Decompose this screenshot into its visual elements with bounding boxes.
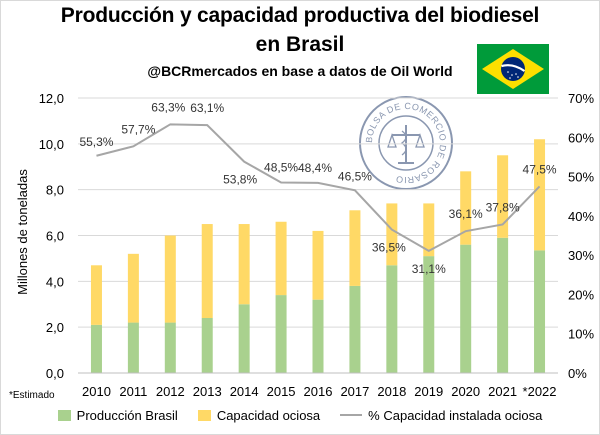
- footnote: *Estimado: [9, 390, 55, 401]
- pct-data-label: 36,5%: [372, 241, 406, 255]
- bar-idle-capacity: [164, 235, 176, 323]
- chart-title-line2: en Brasil: [255, 33, 345, 56]
- x-tick-label: 2015: [267, 384, 296, 399]
- bar-production: [90, 324, 102, 373]
- pct-data-label: 57,7%: [121, 122, 155, 136]
- bar-production: [238, 304, 250, 373]
- bar-production: [497, 237, 509, 373]
- bar-production: [423, 256, 435, 373]
- legend-item-production: Producción Brasil: [57, 407, 178, 423]
- legend-swatch-pct-line: [340, 414, 363, 416]
- y2-tick-label: 70%: [568, 91, 594, 106]
- bar-idle-capacity: [460, 171, 472, 245]
- y2-tick-label: 20%: [568, 287, 594, 302]
- x-tick-label: 2014: [230, 384, 259, 399]
- bar-production: [164, 322, 176, 373]
- pct-data-label: 47,5%: [523, 162, 557, 176]
- pct-data-label: 53,8%: [223, 173, 257, 187]
- y-tick-label: 6,0: [46, 229, 64, 244]
- pct-data-label: 31,1%: [412, 262, 446, 276]
- bar-production: [275, 295, 287, 373]
- y2-tick-label: 0%: [568, 366, 587, 381]
- x-tick-label: 2011: [119, 384, 147, 399]
- pct-data-label: 37,8%: [486, 201, 520, 215]
- legend-label-idle: Capacidad ociosa: [216, 407, 321, 423]
- bar-idle-capacity: [275, 221, 287, 296]
- x-tick-label: 2013: [193, 384, 222, 399]
- x-tick-label: 2021: [488, 384, 517, 399]
- bcr-seal-logo: BOLSA DE COMERCIO DE ROSARIO: [359, 96, 453, 190]
- y-tick-label: 4,0: [46, 274, 64, 289]
- x-tick-label: 2012: [156, 384, 185, 399]
- legend-label-pct: % Capacidad instalada ociosa: [368, 407, 543, 423]
- x-tick-label: 2010: [82, 384, 111, 399]
- chart-subtitle: @BCRmercados en base a datos de Oil Worl…: [147, 63, 453, 79]
- y-tick-label: 0,0: [46, 366, 64, 381]
- bar-idle-capacity: [497, 155, 509, 238]
- bar-production: [460, 244, 472, 373]
- y2-tick-label: 10%: [568, 327, 594, 342]
- pct-data-label: 48,5%: [264, 160, 298, 174]
- legend-swatch-production: [57, 409, 71, 421]
- bar-production: [534, 250, 546, 373]
- y2-tick-label: 50%: [568, 170, 594, 185]
- bar-production: [386, 265, 398, 373]
- y-tick-label: 10,0: [39, 137, 64, 152]
- legend-label-production: Producción Brasil: [76, 407, 178, 423]
- y-tick-label: 2,0: [46, 320, 64, 335]
- chart-legend: Producción Brasil Capacidad ociosa % Cap…: [0, 404, 600, 426]
- pct-data-label: 48,4%: [298, 161, 332, 175]
- pct-data-label: 55,3%: [79, 135, 113, 149]
- brazil-flag-icon: [477, 44, 549, 94]
- pct-data-label: 36,1%: [449, 207, 483, 221]
- bar-idle-capacity: [238, 224, 250, 305]
- pct-data-label: 63,1%: [190, 101, 224, 115]
- chart-title-line1: Producción y capacidad productiva del bi…: [60, 4, 540, 27]
- y-axis-label: Millones de toneladas: [15, 169, 30, 295]
- bar-idle-capacity: [127, 253, 139, 323]
- x-tick-label: 2020: [451, 384, 480, 399]
- x-tick-label: 2016: [304, 384, 333, 399]
- x-tick-label: 2018: [377, 384, 406, 399]
- bar-idle-capacity: [201, 224, 213, 318]
- bar-production: [312, 299, 324, 373]
- pct-data-label: 46,5%: [338, 169, 372, 183]
- y-tick-label: 12,0: [39, 91, 64, 106]
- bar-idle-capacity: [534, 139, 546, 251]
- y2-tick-label: 30%: [568, 248, 594, 263]
- bar-production: [349, 285, 361, 373]
- legend-item-pct: % Capacidad instalada ociosa: [340, 408, 542, 423]
- bar-production: [127, 322, 139, 373]
- x-tick-label: 2017: [340, 384, 369, 399]
- pct-idle-line: [96, 123, 541, 252]
- bar-idle-capacity: [386, 203, 398, 266]
- legend-swatch-idle: [197, 409, 211, 421]
- y2-tick-label: 40%: [568, 209, 594, 224]
- bar-production: [201, 318, 213, 373]
- bar-idle-capacity: [423, 203, 435, 257]
- bar-idle-capacity: [349, 210, 361, 286]
- pct-data-label: 63,3%: [151, 100, 185, 114]
- y2-tick-label: 60%: [568, 130, 594, 145]
- y-tick-label: 8,0: [46, 183, 64, 198]
- legend-item-idle: Capacidad ociosa: [197, 407, 321, 423]
- bar-idle-capacity: [90, 265, 102, 325]
- x-tick-label: 2019: [414, 384, 443, 399]
- bar-idle-capacity: [312, 230, 324, 300]
- x-tick-label: *2022: [523, 384, 557, 399]
